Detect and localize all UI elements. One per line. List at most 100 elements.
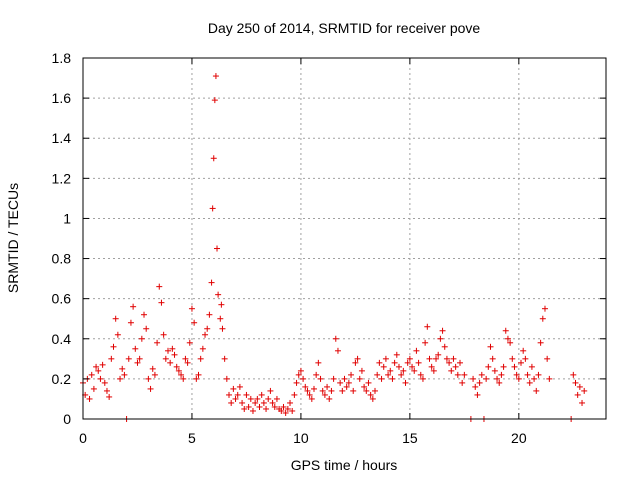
data-point (141, 311, 148, 318)
data-point (119, 365, 126, 372)
data-point (271, 403, 278, 410)
data-point (459, 379, 466, 386)
data-point (522, 355, 529, 362)
data-point (86, 395, 93, 402)
data-point (138, 335, 145, 342)
data-point (313, 371, 320, 378)
data-point (167, 359, 174, 366)
axis-ticks: 0 0.2 0.4 0.6 0.8 1 1.2 1.4 1.6 1.8 0 5 10 15 20 (52, 50, 606, 446)
data-point (154, 339, 161, 346)
data-point (450, 355, 457, 362)
data-point (511, 363, 518, 370)
data-point (230, 385, 237, 392)
data-point (304, 387, 311, 394)
data-point (114, 331, 121, 338)
data-point (461, 371, 468, 378)
data-point (243, 391, 250, 398)
data-point (260, 399, 267, 406)
data-point (263, 405, 270, 412)
data-point (513, 371, 520, 378)
data-point (212, 73, 219, 80)
data-point (570, 371, 577, 378)
data-point (544, 355, 551, 362)
data-point (195, 371, 202, 378)
data-point (221, 355, 228, 362)
data-point (572, 379, 579, 386)
data-point (483, 375, 490, 382)
data-point (254, 395, 261, 402)
data-point (372, 387, 379, 394)
data-point (343, 383, 350, 390)
data-point (199, 345, 206, 352)
data-point (310, 385, 317, 392)
data-point (426, 355, 433, 362)
y-tick-label: 1 (63, 210, 71, 226)
data-point (93, 363, 100, 370)
data-point (289, 407, 296, 414)
data-point (528, 363, 535, 370)
data-point (456, 359, 463, 366)
data-point (193, 375, 200, 382)
data-point (95, 367, 102, 374)
data-point (186, 339, 193, 346)
y-tick-label: 1.6 (52, 90, 72, 106)
data-point (232, 395, 239, 402)
data-point (470, 375, 477, 382)
data-point (579, 399, 586, 406)
data-point (291, 391, 298, 398)
data-point (319, 387, 326, 394)
data-point (415, 359, 422, 366)
data-point (136, 355, 143, 362)
data-point (409, 363, 416, 370)
data-point (348, 371, 355, 378)
data-point (496, 379, 503, 386)
data-point (239, 399, 246, 406)
y-tick-label: 0.8 (52, 251, 72, 267)
data-point (337, 379, 344, 386)
data-point (328, 387, 335, 394)
data-point (472, 383, 479, 390)
x-tick-label: 15 (402, 430, 418, 446)
data-point (413, 347, 420, 354)
data-point (206, 311, 213, 318)
data-point (574, 391, 581, 398)
data-point (308, 395, 315, 402)
data-point (228, 399, 235, 406)
data-point (428, 363, 435, 370)
data-point (345, 379, 352, 386)
data-point (435, 351, 442, 358)
y-tick-label: 1.2 (52, 170, 72, 186)
data-point (158, 299, 165, 306)
data-point (424, 323, 431, 330)
data-point (178, 371, 185, 378)
data-point (581, 387, 588, 394)
data-point (518, 359, 525, 366)
data-point (191, 319, 198, 326)
data-point (404, 359, 411, 366)
data-point (535, 371, 542, 378)
data-point (411, 367, 418, 374)
data-point (374, 371, 381, 378)
data-point (393, 351, 400, 358)
data-point (208, 279, 215, 286)
data-point (300, 375, 307, 382)
data-point (247, 395, 254, 402)
y-tick-label: 0.4 (52, 331, 72, 347)
data-point (295, 371, 302, 378)
x-tick-label: 5 (188, 430, 196, 446)
data-point (110, 343, 117, 350)
data-point (134, 359, 141, 366)
x-tick-label: 10 (293, 430, 309, 446)
data-point (269, 399, 276, 406)
data-point (226, 391, 233, 398)
data-point (476, 379, 483, 386)
data-point (489, 355, 496, 362)
data-point (160, 331, 167, 338)
data-point (151, 371, 158, 378)
data-point (487, 343, 494, 350)
data-point (278, 407, 285, 414)
data-point (541, 305, 548, 312)
data-point (433, 355, 440, 362)
data-point (498, 371, 505, 378)
